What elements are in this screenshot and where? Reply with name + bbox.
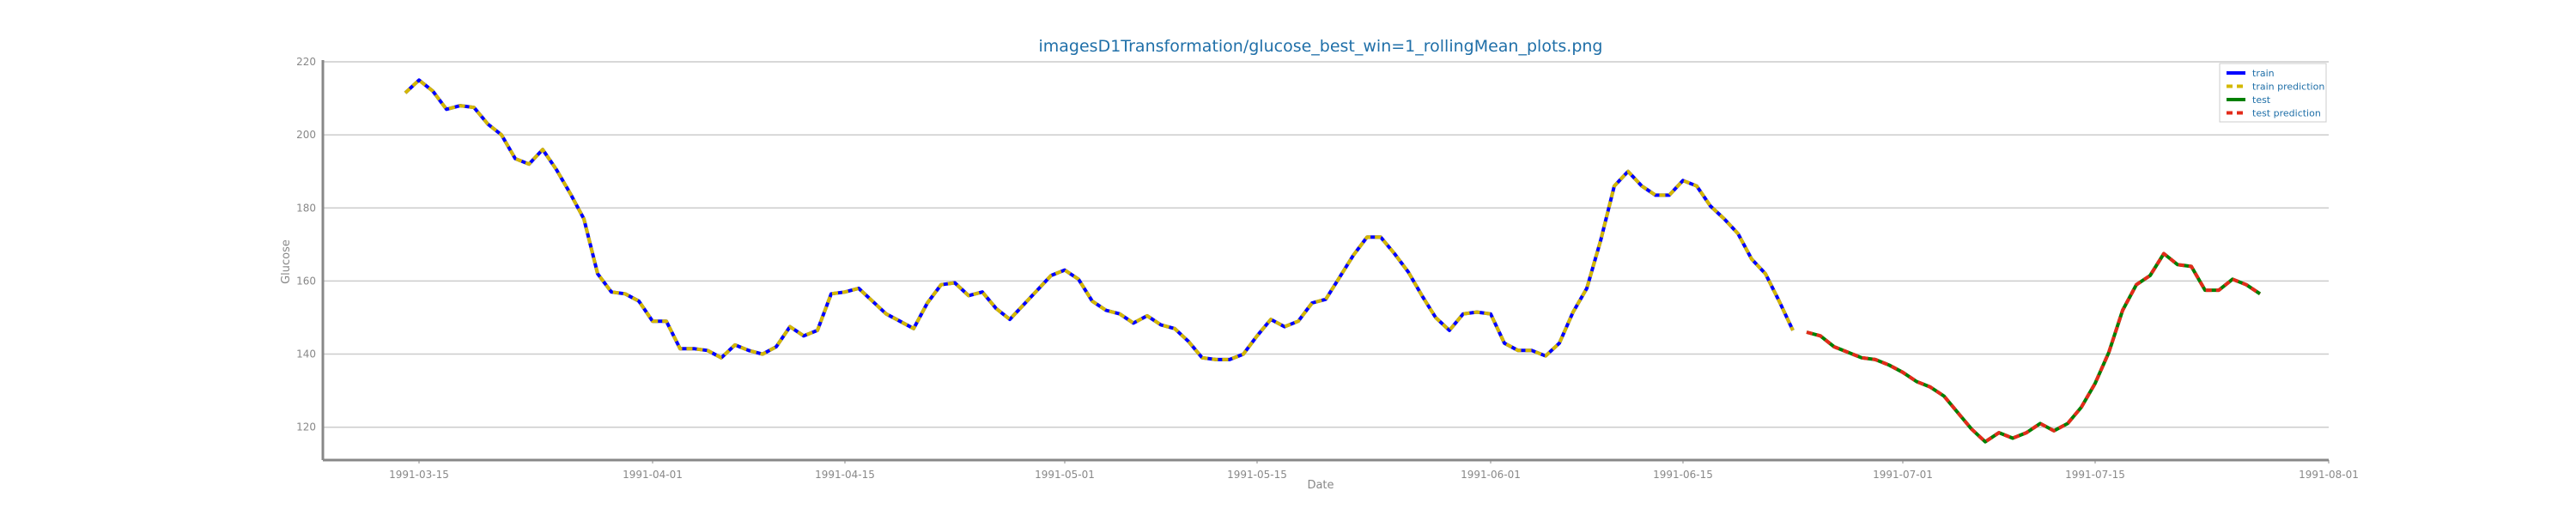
- x-axis-title: Date: [1307, 479, 1334, 492]
- x-tick-label: 1991-07-01: [1873, 469, 1933, 481]
- legend-label: train prediction: [2252, 82, 2324, 93]
- x-tick-label: 1991-06-15: [1653, 469, 1713, 481]
- y-tick-label: 200: [296, 129, 316, 141]
- tick-labels: 120 140 160 180 200 220 1991-03-15 1991-04-01 19…: [296, 56, 2359, 481]
- x-tick-label: 1991-04-15: [815, 469, 875, 481]
- legend-label: train: [2252, 68, 2275, 79]
- x-tick-label: 1991-04-01: [623, 469, 683, 481]
- series-line-test-prediction: [1806, 251, 2262, 444]
- y-tick-label: 120: [296, 421, 316, 433]
- legend-label: test: [2252, 94, 2271, 106]
- x-tick-label: 1991-07-15: [2065, 469, 2125, 481]
- y-tick-label: 160: [296, 275, 316, 287]
- y-tick-label: 180: [296, 202, 316, 214]
- series-line-train-prediction: [404, 78, 1795, 361]
- x-tick-label: 1991-05-01: [1035, 469, 1095, 481]
- y-tick-label: 220: [296, 56, 316, 68]
- x-tick-label: 1991-03-15: [389, 469, 449, 481]
- gridlines: [323, 61, 2329, 428]
- x-tick-label: 1991-05-15: [1227, 469, 1287, 481]
- legend-label: test prediction: [2252, 108, 2321, 119]
- x-tick-label: 1991-06-01: [1461, 469, 1521, 481]
- y-axis-title: Glucose: [280, 239, 293, 284]
- x-tick-label: 1991-08-01: [2299, 469, 2359, 481]
- y-tick-label: 140: [296, 348, 316, 360]
- series-lines: [404, 78, 2262, 444]
- axes: [321, 60, 2330, 464]
- chart-title: imagesD1Transformation/glucose_best_win=…: [1039, 37, 1603, 56]
